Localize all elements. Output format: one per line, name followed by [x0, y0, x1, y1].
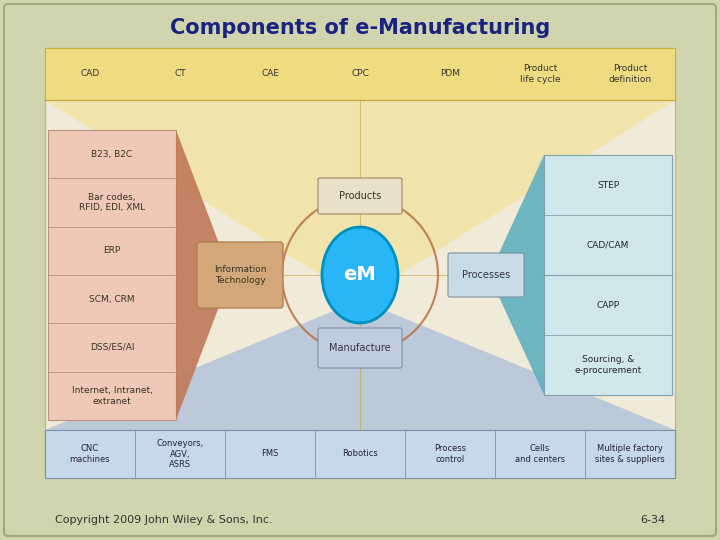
Text: Information
Technology: Information Technology: [214, 265, 266, 285]
FancyBboxPatch shape: [4, 4, 716, 536]
Text: CNC
machines: CNC machines: [70, 444, 110, 464]
Text: Internet, Intranet,
extranet: Internet, Intranet, extranet: [71, 386, 153, 406]
Text: Conveyors,
AGV,
ASRS: Conveyors, AGV, ASRS: [156, 439, 204, 469]
Text: CT: CT: [174, 70, 186, 78]
Text: Processes: Processes: [462, 270, 510, 280]
Text: Sourcing, &
e-procurement: Sourcing, & e-procurement: [575, 355, 642, 375]
Text: Process
control: Process control: [434, 444, 466, 464]
Text: Multiple factory
sites & suppliers: Multiple factory sites & suppliers: [595, 444, 665, 464]
Text: Robotics: Robotics: [342, 449, 378, 458]
Bar: [45, 430, 675, 478]
Text: Components of e-Manufacturing: Components of e-Manufacturing: [170, 18, 550, 38]
Polygon shape: [45, 300, 675, 430]
Text: Product
definition: Product definition: [608, 64, 652, 84]
Bar: [544, 155, 672, 395]
Bar: [48, 130, 176, 420]
FancyBboxPatch shape: [197, 242, 283, 308]
Text: B23, B2C: B23, B2C: [91, 150, 132, 159]
Text: ERP: ERP: [104, 246, 121, 255]
Text: STEP: STEP: [597, 180, 619, 190]
FancyBboxPatch shape: [318, 178, 402, 214]
FancyBboxPatch shape: [318, 328, 402, 368]
Text: Bar codes,
RFID, EDI, XML: Bar codes, RFID, EDI, XML: [79, 193, 145, 212]
Text: Cells
and centers: Cells and centers: [515, 444, 565, 464]
Polygon shape: [176, 130, 231, 420]
Text: DSS/ES/AI: DSS/ES/AI: [90, 343, 134, 352]
FancyBboxPatch shape: [448, 253, 524, 297]
Bar: [45, 48, 675, 100]
Text: FMS: FMS: [261, 449, 279, 458]
Text: SCM, CRM: SCM, CRM: [89, 295, 135, 303]
Polygon shape: [45, 100, 675, 300]
Text: CPC: CPC: [351, 70, 369, 78]
Text: 6-34: 6-34: [640, 515, 665, 525]
Polygon shape: [489, 155, 544, 395]
Text: eM: eM: [343, 266, 377, 285]
Text: Product
life cycle: Product life cycle: [520, 64, 560, 84]
Text: CAE: CAE: [261, 70, 279, 78]
Text: CAD: CAD: [81, 70, 99, 78]
Text: CAPP: CAPP: [596, 300, 620, 309]
Text: Manufacture: Manufacture: [329, 343, 391, 353]
Ellipse shape: [322, 227, 398, 323]
Text: Copyright 2009 John Wiley & Sons, Inc.: Copyright 2009 John Wiley & Sons, Inc.: [55, 515, 273, 525]
FancyBboxPatch shape: [45, 48, 675, 478]
Text: CAD/CAM: CAD/CAM: [587, 240, 629, 249]
Text: PDM: PDM: [440, 70, 460, 78]
Text: Products: Products: [339, 191, 381, 201]
